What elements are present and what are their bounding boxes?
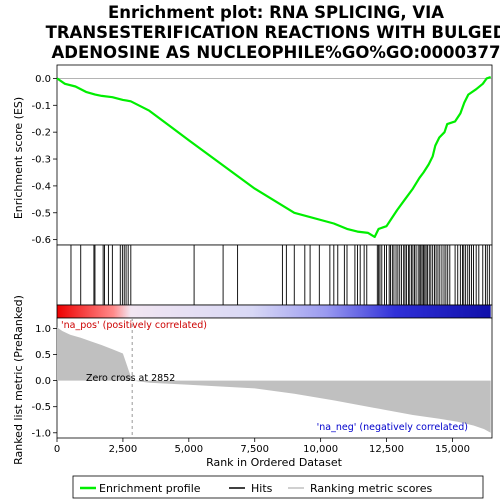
x-tick-label: 10,000 [303,444,338,455]
es-tick-label: -0.4 [31,181,51,192]
es-tick-label: -0.3 [31,155,51,166]
legend-frame [72,475,484,499]
es-tick-label: -0.6 [31,235,51,246]
metric-tick-label: 0.0 [35,376,51,387]
chart-title-line-2: TRANSESTERIFICATION REACTIONS WITH BULGE… [46,23,500,42]
x-tick-label: 2,500 [109,444,138,455]
zero-cross-label: Zero cross at 2852 [86,373,175,384]
es-tick-label: -0.1 [31,101,51,112]
color-bar-gradient [57,305,491,318]
legend: Enrichment profile Hits Ranking metric s… [72,475,484,499]
x-tick-label: 5,000 [174,444,203,455]
ranking-metric-area [57,327,491,433]
x-tick-label: 12,500 [369,444,404,455]
ranked-list-color-bar [56,304,493,319]
metric-axis-label: Ranked list metric (PreRanked) [12,295,25,465]
x-axis-label: Rank in Ordered Dataset [206,456,343,469]
positive-correlation-label: 'na_pos' (positively correlated) [61,320,207,331]
es-tick-label: 0.0 [35,74,51,85]
es-tick-label: -0.5 [31,208,51,219]
enrichment-profile-line [56,76,492,238]
hits-panel [56,244,493,306]
x-tick-label: 7,500 [240,444,269,455]
enrichment-score-panel: 0.0 -0.1 -0.2 -0.3 -0.4 -0.5 -0.6 Enrichment s… [12,64,493,246]
es-axis-ticks: 0.0 -0.1 -0.2 -0.3 -0.4 -0.5 -0.6 [31,74,57,246]
metric-axis-ticks: 1.0 0.5 0.0 -0.5 -1.0 [31,324,57,439]
hit-markers [70,245,490,305]
metric-tick-label: -1.0 [31,428,51,439]
legend-label-hits: Hits [251,482,273,495]
metric-tick-label: 0.5 [35,350,51,361]
es-plot-frame [56,64,493,246]
chart-title-line-1: Enrichment plot: RNA SPLICING, VIA [108,3,444,22]
x-tick-label: 15,000 [435,444,470,455]
metric-tick-label: -0.5 [31,402,51,413]
metric-tick-label: 1.0 [35,324,51,335]
ranking-metric-panel: 1.0 0.5 0.0 -0.5 -1.0 'na_pos' (positively c… [12,295,493,469]
chart-title-line-3: ADENOSINE AS NUCLEOPHILE%GO%GO:0000377 [52,43,500,62]
x-tick-label: 0 [54,444,60,455]
es-tick-label: -0.2 [31,128,51,139]
legend-label-ranking-metric: Ranking metric scores [310,482,432,495]
x-axis-ticks: 0 2,500 5,000 7,500 10,000 12,500 15,000 [54,438,470,455]
es-axis-label: Enrichment score (ES) [12,97,25,219]
negative-correlation-label: 'na_neg' (negatively correlated) [317,422,468,433]
legend-label-enrichment-profile: Enrichment profile [99,482,201,495]
